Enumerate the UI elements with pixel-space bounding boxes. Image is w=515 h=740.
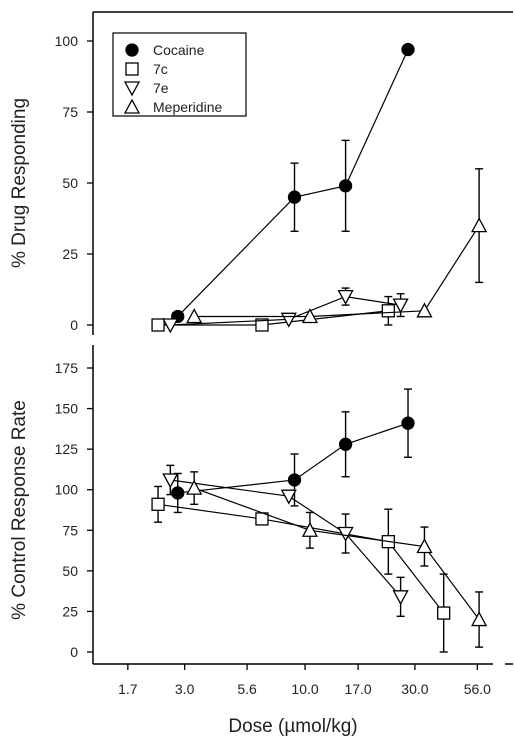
x-tick-label: 30.0 — [401, 681, 428, 697]
data-point-meperidine — [471, 217, 488, 233]
data-point-7c — [381, 304, 395, 318]
series-7c — [151, 485, 451, 653]
data-point-7e — [337, 289, 354, 305]
y-tick-label: 0 — [70, 644, 78, 660]
data-point-meperidine — [186, 308, 203, 324]
series-line-7e — [170, 479, 402, 598]
data-point-7c — [255, 318, 269, 332]
data-point-7e — [392, 590, 409, 606]
data-point-meperidine — [301, 308, 319, 324]
x-tick-label: 56.0 — [464, 681, 491, 697]
data-point-cocaine — [401, 42, 415, 57]
data-point-7e — [337, 526, 354, 542]
y-tick-label: 25 — [62, 246, 78, 262]
legend-label-cocaine: Cocaine — [153, 42, 205, 58]
x-axis-title: Dose (µmol/kg) — [228, 716, 357, 737]
legend-label-7e: 7e — [153, 80, 169, 96]
legend-label-meperidine: Meperidine — [153, 99, 222, 115]
y-tick-label: 150 — [55, 401, 79, 417]
data-point-cocaine — [171, 486, 185, 500]
x-tick-label: 10.0 — [291, 681, 318, 697]
x-tick-label: 1.7 — [118, 681, 138, 697]
y-tick-label: 0 — [70, 317, 78, 333]
legend-marker-cocaine — [125, 43, 139, 57]
data-point-7e — [162, 318, 179, 334]
data-point-meperidine — [416, 302, 433, 318]
series-line-7c — [157, 503, 445, 614]
legend: Cocaine 7c 7e Meperidine — [112, 32, 247, 117]
data-point-meperidine — [186, 479, 203, 495]
legend-label-7c: 7c — [153, 61, 168, 77]
data-point-cocaine — [287, 190, 302, 204]
y-tick-label: 50 — [62, 175, 78, 191]
x-tick-label: 17.0 — [344, 681, 371, 697]
series-7c — [151, 295, 395, 332]
data-point-meperidine — [301, 521, 319, 537]
data-point-7c — [151, 318, 165, 332]
legend-marker-7c — [125, 62, 139, 76]
series-line-cocaine — [177, 49, 409, 317]
y-tick-label: 25 — [62, 603, 78, 619]
legend-marker-7e — [123, 81, 141, 97]
series-meperidine — [186, 168, 488, 324]
series-7e — [162, 464, 409, 617]
y-tick-label: 50 — [62, 563, 78, 579]
x-tick-label: 5.6 — [237, 681, 257, 697]
series-line-cocaine — [177, 422, 409, 494]
y-axis-title: % Control Response Rate — [9, 400, 30, 620]
data-point-7c — [437, 606, 451, 620]
data-point-cocaine — [338, 179, 353, 193]
series-line-meperidine — [193, 487, 480, 620]
data-point-7e — [162, 473, 179, 489]
top-panel-drug-responding: 0 25 50 75 100 % Drug Responding — [9, 11, 513, 335]
y-tick-label: 125 — [55, 441, 79, 457]
bottom-panel-control-response-rate: 0 25 50 75 100 125 150 175 % Control Response Ra… — [9, 345, 513, 737]
data-point-cocaine — [287, 473, 302, 487]
series-cocaine — [171, 388, 415, 514]
data-point-meperidine — [416, 538, 433, 554]
y-tick-label: 100 — [55, 482, 79, 498]
series-7e — [162, 287, 409, 334]
y-tick-label: 175 — [55, 360, 79, 376]
y-tick-label: 100 — [55, 33, 79, 49]
data-point-7e — [280, 489, 297, 505]
series-meperidine — [186, 471, 488, 648]
x-tick-label: 3.0 — [175, 681, 195, 697]
series-cocaine — [171, 42, 415, 324]
data-point-meperidine — [471, 611, 488, 627]
y-tick-label: 75 — [62, 522, 78, 538]
data-point-cocaine — [401, 416, 415, 430]
legend-marker-meperidine — [123, 98, 141, 114]
data-point-cocaine — [338, 437, 353, 451]
y-axis-title: % Drug Responding — [9, 98, 30, 268]
data-point-7c — [151, 497, 165, 511]
y-tick-label: 75 — [62, 104, 78, 120]
data-point-7e — [392, 298, 409, 314]
series-line-7e — [170, 295, 401, 326]
series-line-meperidine — [194, 225, 480, 318]
